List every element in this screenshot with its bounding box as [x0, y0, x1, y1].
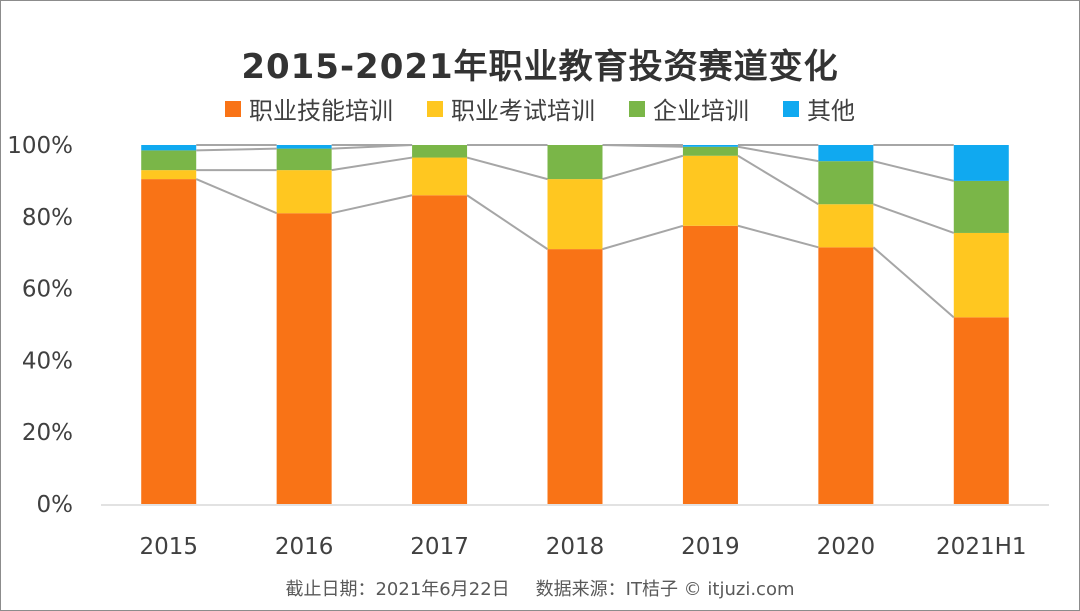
- series-connector-line: [466, 156, 548, 181]
- bar-segment: [412, 195, 468, 504]
- bar-segment: [412, 145, 468, 158]
- stacked-bar-chart: 0% 20% 40% 60% 80% 100% 2015 2016 2017 2018 2019 20…: [7, 133, 1049, 560]
- x-tick-label: 2017: [410, 534, 469, 560]
- legend-swatch: [225, 100, 241, 117]
- x-tick-label: 2018: [546, 534, 605, 560]
- legend-label: 职业考试培训: [451, 97, 595, 125]
- bar-segment: [412, 157, 468, 196]
- series-connector-line: [737, 154, 819, 206]
- series-connector-line: [466, 194, 549, 250]
- x-tick-label: 2016: [275, 534, 334, 560]
- series-connector-line: [873, 160, 955, 182]
- series-connector-line: [195, 178, 278, 215]
- legend-label: 其他: [807, 97, 855, 125]
- legend-item-enterprise-training: 企业培训: [629, 91, 749, 126]
- y-tick-label: 0%: [37, 492, 74, 518]
- legend-item-vocational-skills: 职业技能培训: [225, 91, 393, 126]
- legend-label: 企业培训: [653, 97, 749, 125]
- series-connector-line: [873, 203, 955, 234]
- bar-segment: [682, 225, 738, 504]
- bar-segment: [953, 317, 1009, 504]
- bar-segment: [141, 150, 197, 171]
- bar-segment: [276, 148, 332, 171]
- bar-segment: [547, 179, 603, 250]
- legend-item-vocational-exam: 职业考试培训: [427, 91, 595, 126]
- bar-segment: [141, 145, 197, 151]
- footer-date: 截止日期：2021年6月22日: [285, 579, 510, 600]
- bar-segment: [276, 213, 332, 504]
- bar-segment: [682, 146, 738, 156]
- chart-title: 2015-2021年职业教育投资赛道变化: [241, 47, 839, 87]
- legend-swatch: [629, 100, 645, 117]
- bar-segment: [682, 155, 738, 226]
- x-tick-label: 2019: [681, 534, 740, 560]
- legend-label: 职业技能培训: [249, 97, 393, 125]
- x-tick-label: 2020: [817, 534, 876, 560]
- bar-segment: [818, 204, 874, 248]
- chart-footer: 截止日期：2021年6月22日 数据来源：IT桔子 © itjuzi.com: [1, 575, 1079, 601]
- x-tick-label: 2021H1: [936, 534, 1026, 560]
- bar-segment: [953, 232, 1009, 318]
- bar-segment: [682, 145, 738, 147]
- series-connector-line: [331, 194, 413, 215]
- y-tick-label: 80%: [22, 205, 73, 231]
- legend-item-other: 其他: [783, 91, 855, 126]
- y-tick-label: 40%: [22, 348, 73, 374]
- bar-segment: [276, 145, 332, 149]
- series-connector-line: [737, 224, 819, 249]
- bar-segment: [547, 145, 603, 180]
- series-connector-line: [331, 156, 413, 172]
- x-tick-label: 2015: [139, 534, 198, 560]
- series-connector-line: [602, 154, 684, 181]
- bar-segment: [953, 180, 1009, 233]
- bar-segment: [953, 145, 1009, 181]
- bar-segment: [818, 161, 874, 205]
- bar-segment: [141, 170, 197, 180]
- series-connector-line: [872, 246, 955, 319]
- bar-segment: [276, 170, 332, 214]
- bar-segment: [547, 249, 603, 504]
- y-tick-label: 100%: [7, 133, 73, 159]
- legend-swatch: [783, 100, 799, 117]
- series-connector-line: [602, 224, 684, 251]
- y-tick-label: 20%: [22, 420, 73, 446]
- bar-segment: [818, 145, 874, 162]
- bar-segment: [818, 247, 874, 504]
- chart-legend: 职业技能培训 职业考试培训 企业培训 其他: [1, 91, 1079, 126]
- bar-segment: [141, 179, 197, 505]
- legend-swatch: [427, 100, 443, 117]
- y-tick-label: 60%: [22, 277, 73, 303]
- series-connector-line: [196, 147, 277, 152]
- series-connector-line: [737, 145, 819, 163]
- footer-source: 数据来源：IT桔子 © itjuzi.com: [535, 579, 795, 600]
